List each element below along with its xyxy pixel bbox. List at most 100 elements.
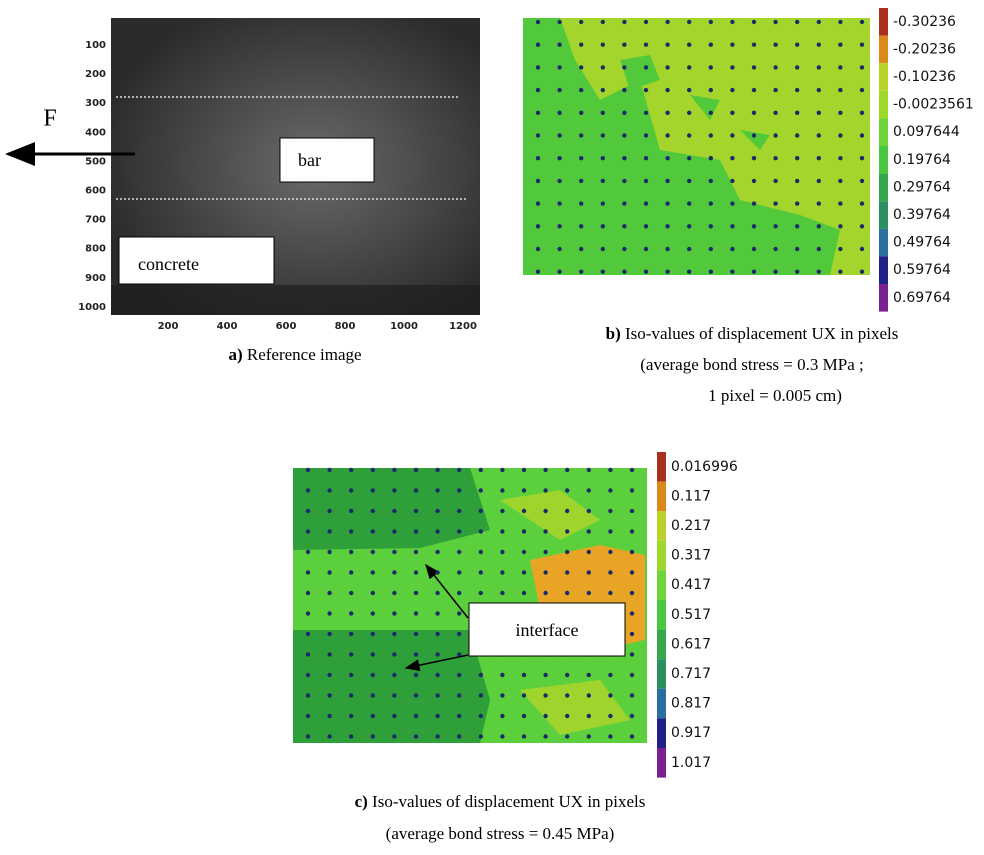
caption: b) Iso-values of displacement UX in pixe…	[606, 324, 899, 343]
contour-region	[500, 490, 630, 735]
grid-dot	[629, 652, 635, 657]
caption-text: Reference image	[247, 345, 362, 364]
grid-dot	[305, 549, 311, 555]
grid-dot	[622, 133, 627, 138]
caption-text: Iso-values of displacement UX in pixels	[625, 324, 898, 343]
caption: c) Iso-values of displacement UX in pixe…	[355, 792, 646, 811]
grid-dot	[773, 110, 778, 116]
grid-dot	[327, 611, 332, 616]
grid-dot	[579, 246, 584, 252]
grid-dot	[600, 178, 605, 184]
grid-dot	[665, 246, 670, 252]
grid-dot	[579, 133, 584, 138]
grid-dot	[478, 713, 483, 719]
grid-dot	[557, 224, 562, 229]
grid-dot	[565, 488, 570, 493]
grid-dot	[608, 693, 613, 698]
colorbar-swatch	[879, 228, 888, 257]
grid-dot	[370, 488, 375, 493]
grid-dot	[565, 570, 570, 575]
grid-dot	[629, 631, 635, 637]
grid-dot	[600, 133, 605, 138]
grid-dot	[478, 549, 483, 555]
grid-dot	[816, 65, 821, 70]
grid-dot	[643, 42, 649, 47]
grid-dot	[478, 570, 483, 575]
grid-dot	[327, 672, 332, 678]
grid-dot	[622, 224, 627, 229]
grid-dot	[643, 133, 649, 138]
grid-dot	[687, 224, 692, 229]
concrete-label: concrete	[138, 254, 199, 274]
grid-dot	[816, 269, 821, 274]
interface-label: interface	[516, 620, 579, 640]
grid-dot	[327, 693, 332, 698]
grid-dot	[816, 224, 821, 229]
grid-dot	[622, 110, 627, 116]
grid-dot	[349, 488, 354, 493]
grid-dot	[535, 224, 541, 229]
grid-dot	[305, 529, 311, 534]
colorbar-swatch	[879, 90, 888, 119]
colorbar-label: 0.097644	[893, 124, 960, 140]
colorbar-swatch	[879, 8, 888, 36]
grid-dot	[795, 156, 800, 161]
grid-dot	[305, 631, 311, 637]
grid-dot	[600, 87, 605, 93]
grid-dot	[413, 549, 419, 555]
force-label: F	[43, 106, 56, 132]
grid-dot	[795, 42, 800, 47]
caption-label: b)	[606, 324, 621, 343]
grid-dot	[478, 672, 483, 678]
colorbar-label: -0.30236	[893, 14, 956, 30]
grid-dot	[457, 611, 462, 616]
x-tick-label: 200	[158, 321, 179, 332]
y-tick-label: 200	[85, 69, 106, 80]
grid-dot	[708, 178, 713, 184]
grid-dot	[543, 508, 548, 514]
grid-dot	[838, 269, 843, 274]
grid-dot	[327, 713, 332, 719]
grid-dot	[629, 467, 635, 473]
grid-dot	[543, 590, 548, 596]
grid-dot	[622, 156, 627, 161]
grid-dot	[392, 713, 397, 719]
caption-text: Iso-values of displacement UX in pixels	[372, 792, 645, 811]
grid-dot	[629, 549, 635, 555]
grid-dot	[751, 156, 757, 161]
grid-dot	[730, 133, 735, 138]
colorbar-label: 1.017	[671, 755, 711, 771]
grid-dot	[305, 652, 311, 657]
grid-dot	[327, 652, 332, 657]
grid-dot	[500, 672, 505, 678]
grid-dot	[816, 133, 821, 138]
grid-dot	[608, 549, 613, 555]
grid-dot	[730, 19, 735, 25]
grid-dot	[816, 87, 821, 93]
grid-dot	[708, 42, 713, 47]
grid-dot	[457, 631, 462, 637]
grid-dot	[557, 65, 562, 70]
grid-dot	[608, 672, 613, 678]
caption-label: c)	[355, 792, 368, 811]
grid-dot	[565, 529, 570, 534]
grid-dot	[557, 19, 562, 25]
grid-dot	[622, 42, 627, 47]
colorbar-swatch	[657, 600, 666, 630]
grid-dot	[327, 529, 332, 534]
grid-dot	[579, 156, 584, 161]
colorbar-label: -0.20236	[893, 41, 956, 57]
grid-dot	[392, 529, 397, 534]
grid-dot	[457, 549, 462, 555]
grid-dot	[500, 529, 505, 534]
grid-dot	[413, 508, 419, 514]
grid-dot	[859, 178, 865, 184]
grid-dot	[859, 19, 865, 25]
grid-dot	[600, 42, 605, 47]
grid-dot	[521, 734, 527, 739]
grid-dot	[392, 672, 397, 678]
grid-dot	[773, 224, 778, 229]
colorbar-label: 0.39764	[893, 207, 951, 223]
grid-dot	[838, 178, 843, 184]
grid-dot	[579, 42, 584, 47]
